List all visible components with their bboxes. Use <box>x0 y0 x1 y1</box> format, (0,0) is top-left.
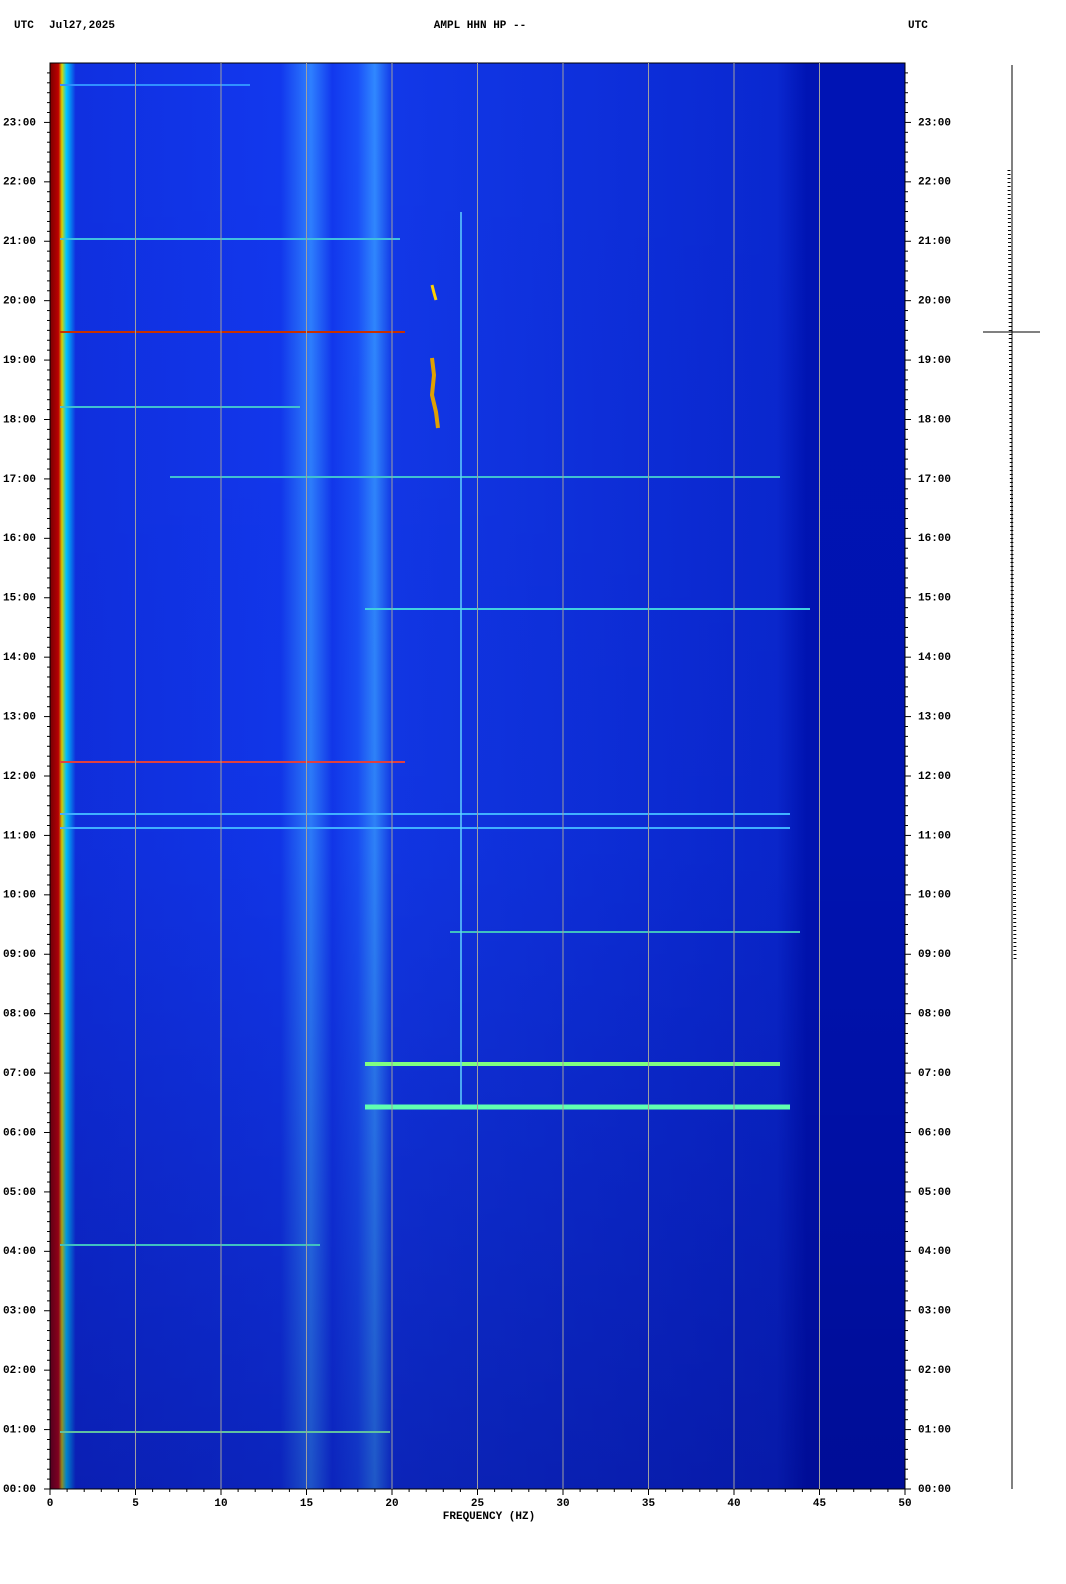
y-tick-label-left: 14:00 <box>3 652 36 664</box>
y-tick-label-right: 09:00 <box>918 949 951 961</box>
y-tick-label-right: 08:00 <box>918 1009 951 1021</box>
x-tick-label: 40 <box>727 1498 740 1510</box>
y-tick-label-right: 07:00 <box>918 1068 951 1080</box>
y-tick-label-right: 04:00 <box>918 1246 951 1258</box>
y-tick-label-right: 15:00 <box>918 593 951 605</box>
y-tick-label-left: 04:00 <box>3 1246 36 1258</box>
y-tick-label-right: 14:00 <box>918 652 951 664</box>
y-tick-label-right: 05:00 <box>918 1187 951 1199</box>
y-tick-label-left: 22:00 <box>3 177 36 189</box>
x-tick-label: 35 <box>642 1498 656 1510</box>
x-tick-label: 10 <box>214 1498 227 1510</box>
y-tick-label-right: 00:00 <box>918 1484 951 1496</box>
y-tick-label-left: 20:00 <box>3 296 36 308</box>
y-tick-label-right: 03:00 <box>918 1306 951 1318</box>
y-tick-label-right: 12:00 <box>918 771 951 783</box>
y-tick-label-right: 22:00 <box>918 177 951 189</box>
streaks <box>60 84 810 1433</box>
y-tick-label-left: 01:00 <box>3 1424 36 1436</box>
y-tick-label-left: 11:00 <box>3 830 36 842</box>
x-tick-label: 50 <box>898 1498 911 1510</box>
x-tick-label: 30 <box>556 1498 569 1510</box>
y-tick-label-right: 19:00 <box>918 355 951 367</box>
y-tick-label-left: 05:00 <box>3 1187 36 1199</box>
y-tick-label-right: 06:00 <box>918 1127 951 1139</box>
x-axis-label: FREQUENCY (HZ) <box>443 1511 535 1523</box>
timezone-right: UTC <box>908 20 928 32</box>
y-tick-label-left: 13:00 <box>3 711 36 723</box>
y-tick-label-left: 02:00 <box>3 1365 36 1377</box>
y-tick-label-left: 21:00 <box>3 236 36 248</box>
y-tick-label-left: 23:00 <box>3 117 36 129</box>
y-tick-label-right: 18:00 <box>918 414 951 426</box>
timezone-left: UTC <box>14 20 34 32</box>
y-tick-label-left: 08:00 <box>3 1009 36 1021</box>
x-tick-label: 0 <box>47 1498 54 1510</box>
x-tick-label: 15 <box>300 1498 314 1510</box>
y-tick-label-left: 18:00 <box>3 414 36 426</box>
y-tick-label-left: 16:00 <box>3 533 36 545</box>
y-tick-label-left: 00:00 <box>3 1484 36 1496</box>
chart-title: AMPL HHN HP -- <box>434 20 526 32</box>
y-tick-label-right: 02:00 <box>918 1365 951 1377</box>
y-tick-label-right: 21:00 <box>918 236 951 248</box>
y-tick-label-left: 17:00 <box>3 474 36 486</box>
y-tick-label-right: 23:00 <box>918 117 951 129</box>
y-tick-label-left: 03:00 <box>3 1306 36 1318</box>
y-tick-label-left: 12:00 <box>3 771 36 783</box>
x-tick-label: 5 <box>132 1498 139 1510</box>
y-tick-label-left: 15:00 <box>3 593 36 605</box>
y-tick-label-left: 19:00 <box>3 355 36 367</box>
y-tick-label-left: 09:00 <box>3 949 36 961</box>
date: Jul27,2025 <box>49 20 115 32</box>
y-tick-label-right: 13:00 <box>918 711 951 723</box>
x-tick-label: 20 <box>385 1498 398 1510</box>
y-tick-label-left: 06:00 <box>3 1127 36 1139</box>
seismogram <box>983 65 1040 1489</box>
y-tick-label-right: 01:00 <box>918 1424 951 1436</box>
y-tick-label-right: 20:00 <box>918 296 951 308</box>
y-tick-label-right: 11:00 <box>918 830 951 842</box>
y-tick-label-right: 10:00 <box>918 890 951 902</box>
y-tick-label-right: 17:00 <box>918 474 951 486</box>
x-tick-label: 25 <box>471 1498 485 1510</box>
y-tick-label-left: 07:00 <box>3 1068 36 1080</box>
y-tick-label-left: 10:00 <box>3 890 36 902</box>
y-tick-label-right: 16:00 <box>918 533 951 545</box>
x-tick-label: 45 <box>813 1498 827 1510</box>
